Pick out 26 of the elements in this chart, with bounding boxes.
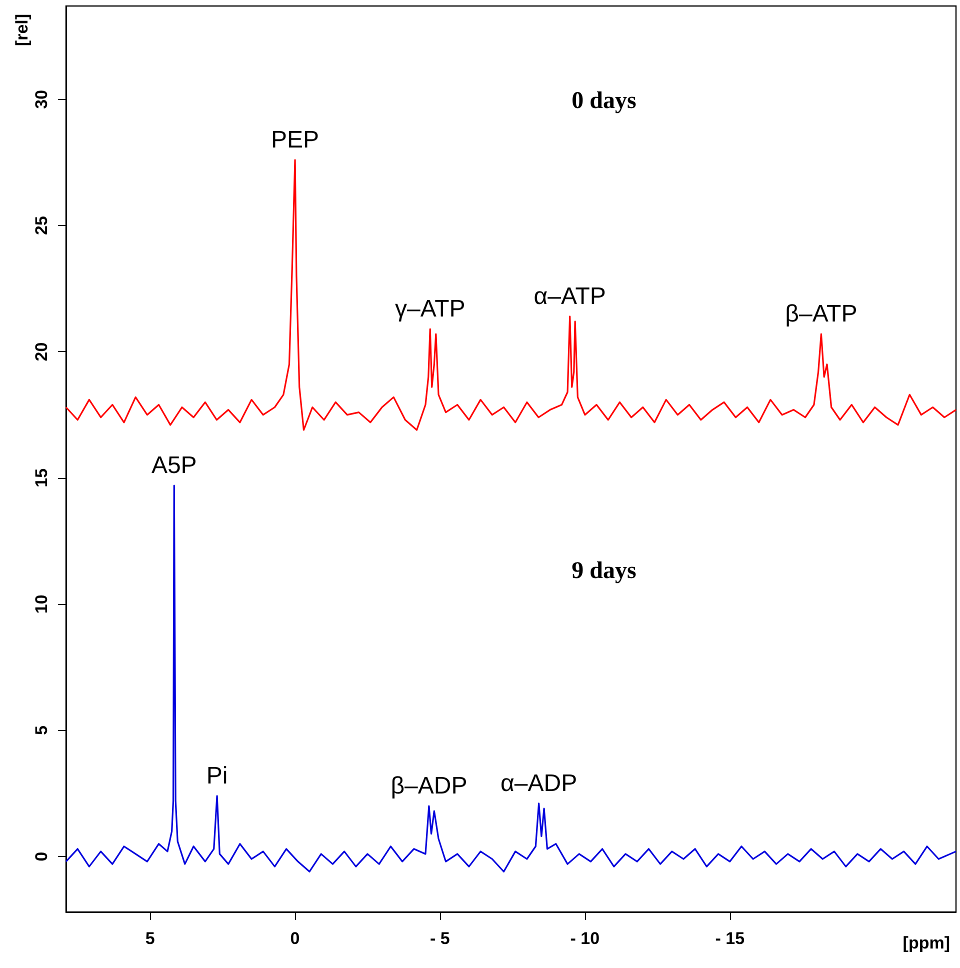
x-tick-label: - 15 (715, 929, 745, 948)
y-tick-label: 25 (32, 216, 51, 236)
annotation: Pi (206, 762, 228, 790)
annotation: α–ADP (500, 770, 578, 797)
annotation: 0 days (572, 88, 636, 114)
annotation: γ–ATP (394, 296, 466, 323)
y-tick-label: 5 (32, 726, 51, 736)
line-series (65, 484, 957, 872)
line-series (65, 159, 957, 431)
x-tick-label: 5 (145, 929, 155, 948)
annotation: β–ATP (785, 300, 858, 328)
annotation: 9 days (572, 558, 636, 584)
x-tick-label: - 10 (570, 929, 600, 948)
y-tick-label: 15 (32, 468, 51, 488)
annotation: PEP (271, 126, 320, 154)
y-tick-label: 30 (32, 90, 51, 109)
annotation: α–ATP (534, 282, 606, 310)
x-axis-title: [ppm] (902, 934, 950, 952)
y-axis-title: [rel] (12, 14, 32, 46)
x-tick-label: - 5 (430, 929, 450, 948)
x-tick-label: 0 (290, 929, 300, 948)
y-tick-label: 20 (32, 342, 51, 362)
annotation: A5P (151, 452, 197, 479)
y-tick-label: 10 (32, 594, 51, 614)
y-tick-label: 0 (32, 852, 51, 862)
annotation: β–ADP (390, 772, 468, 800)
